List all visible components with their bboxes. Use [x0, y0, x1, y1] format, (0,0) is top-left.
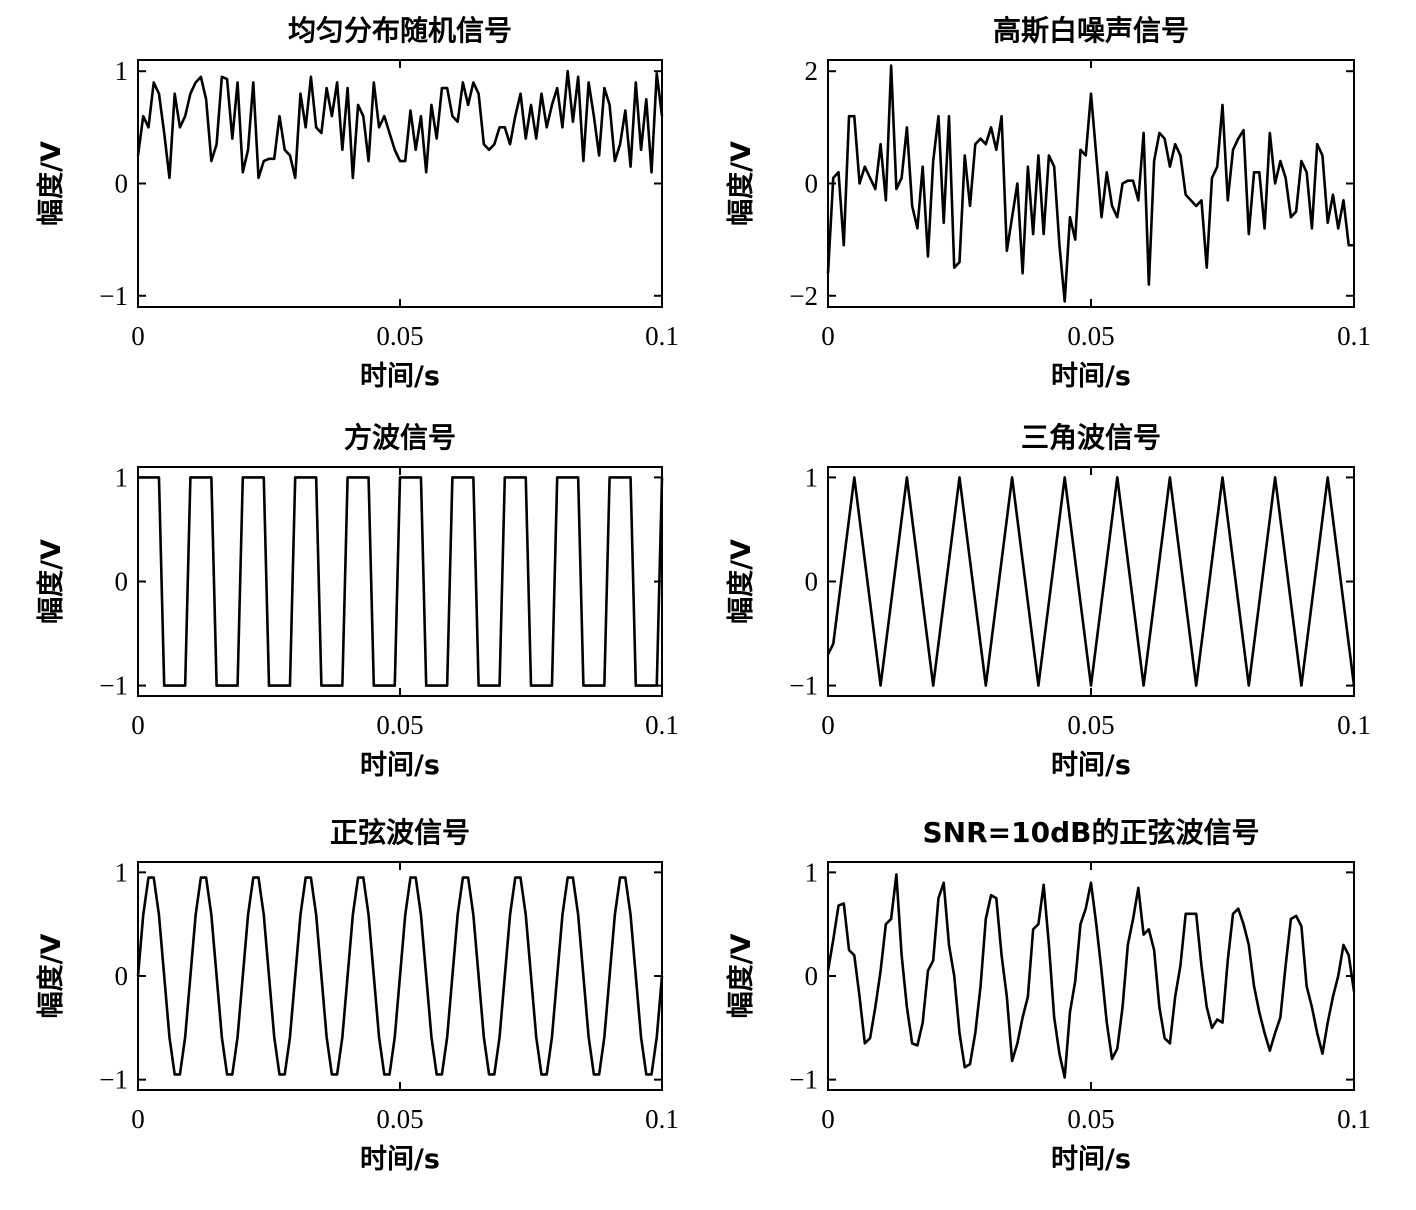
x-tick-label: 0	[821, 1104, 835, 1134]
x-tick-label: 0.05	[1067, 1104, 1114, 1134]
y-tick-label: 0	[805, 169, 819, 199]
y-axis-label: 幅度/V	[35, 141, 67, 226]
x-axis-label: 时间/s	[1051, 361, 1131, 392]
x-tick-label: 0	[131, 710, 145, 740]
x-tick-label: 0	[821, 321, 835, 351]
x-tick-label: 0.05	[376, 321, 423, 351]
signal-line	[138, 476, 664, 687]
x-axis-label: 时间/s	[1051, 750, 1131, 781]
x-axis-label: 时间/s	[360, 750, 440, 781]
signal-line	[826, 64, 1354, 303]
chart-title: 均匀分布随机信号	[288, 14, 512, 47]
x-tick-label: 0	[131, 1104, 145, 1134]
y-tick-label: 1	[115, 857, 129, 887]
x-tick-label: 0.1	[1337, 1104, 1371, 1134]
chart-title: 方波信号	[344, 421, 456, 454]
y-axis-label: 幅度/V	[725, 934, 757, 1019]
y-tick-label: −1	[99, 671, 128, 701]
chart-title: 三角波信号	[1021, 421, 1161, 454]
y-tick-label: 0	[115, 169, 129, 199]
x-tick-label: 0.05	[1067, 710, 1114, 740]
y-axis-label: 幅度/V	[725, 539, 757, 624]
y-tick-label: 1	[115, 56, 129, 86]
chart-title: SNR=10dB的正弦波信号	[923, 816, 1260, 849]
signal-line	[136, 876, 664, 1076]
y-tick-label: −2	[789, 281, 818, 311]
y-tick-label: −1	[789, 671, 818, 701]
y-tick-label: 0	[115, 567, 129, 597]
x-tick-label: 0	[131, 321, 145, 351]
signal-line	[826, 476, 1356, 687]
y-tick-label: −1	[789, 1065, 818, 1095]
x-axis-label: 时间/s	[360, 1144, 440, 1175]
signal-line	[136, 69, 664, 180]
x-tick-label: 0.1	[1337, 321, 1371, 351]
y-tick-label: 1	[115, 462, 129, 492]
x-tick-label: 0.05	[1067, 321, 1114, 351]
y-tick-label: 1	[805, 857, 819, 887]
y-tick-label: 0	[115, 961, 129, 991]
chart-title: 正弦波信号	[330, 816, 470, 849]
x-tick-label: 0.1	[645, 321, 679, 351]
x-tick-label: 0	[821, 710, 835, 740]
signal-line	[826, 873, 1356, 1079]
y-tick-label: 2	[805, 56, 819, 86]
y-tick-label: −1	[99, 281, 128, 311]
plot-frame	[827, 861, 1355, 1091]
y-tick-label: 1	[805, 462, 819, 492]
chart-title: 高斯白噪声信号	[993, 14, 1189, 47]
plot-frame	[137, 59, 663, 308]
y-tick-label: 0	[805, 961, 819, 991]
plot-frame	[827, 466, 1355, 697]
y-tick-label: 0	[805, 567, 819, 597]
x-tick-label: 0.1	[645, 1104, 679, 1134]
x-tick-label: 0.1	[1337, 710, 1371, 740]
y-axis-label: 幅度/V	[725, 141, 757, 226]
x-axis-label: 时间/s	[1051, 1144, 1131, 1175]
y-axis-label: 幅度/V	[35, 539, 67, 624]
y-axis-label: 幅度/V	[35, 934, 67, 1019]
x-tick-label: 0.05	[376, 710, 423, 740]
x-tick-label: 0.1	[645, 710, 679, 740]
x-tick-label: 0.05	[376, 1104, 423, 1134]
x-axis-label: 时间/s	[360, 361, 440, 392]
y-tick-label: −1	[99, 1065, 128, 1095]
